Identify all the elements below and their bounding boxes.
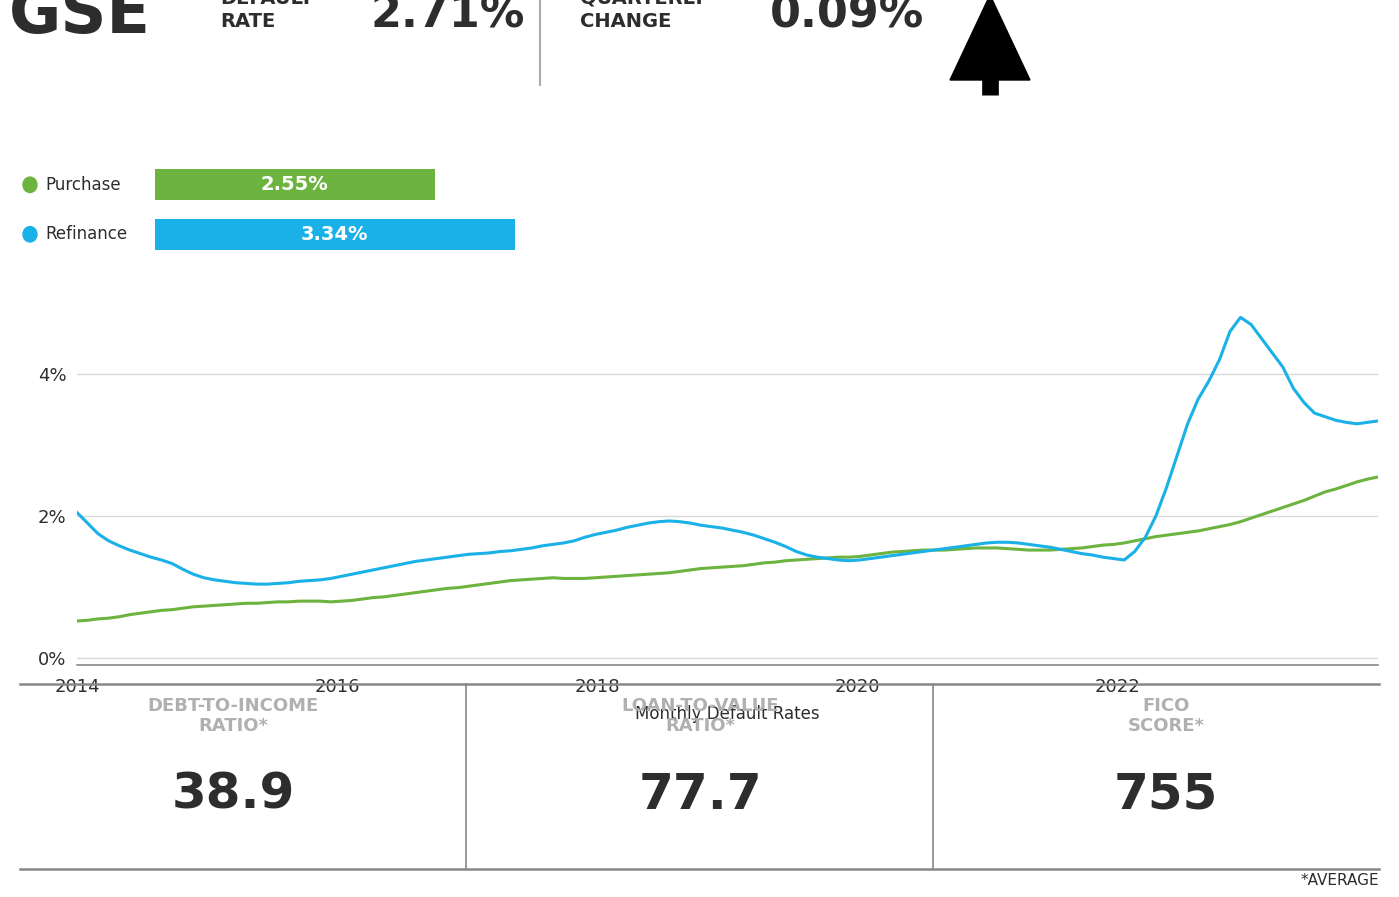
Circle shape [22, 177, 36, 193]
Text: GSE: GSE [8, 0, 151, 46]
Text: 38.9: 38.9 [171, 771, 295, 819]
Text: DEFAULT
RATE: DEFAULT RATE [220, 0, 313, 31]
Text: LOAN-TO-VALUE
RATIO*: LOAN-TO-VALUE RATIO* [621, 697, 779, 736]
Text: QUARTERLY
CHANGE: QUARTERLY CHANGE [581, 0, 706, 31]
Text: 0.09%: 0.09% [769, 0, 925, 37]
Text: Purchase: Purchase [45, 176, 120, 194]
Text: 77.7: 77.7 [638, 771, 762, 819]
Text: 3.34%: 3.34% [301, 225, 368, 244]
Text: FICO
SCORE*: FICO SCORE* [1128, 697, 1205, 736]
Text: DEBT-TO-INCOME
RATIO*: DEBT-TO-INCOME RATIO* [147, 697, 319, 736]
Text: 2.55%: 2.55% [262, 175, 329, 195]
Bar [155, 219, 515, 249]
Text: 755: 755 [1114, 771, 1219, 819]
X-axis label: Monthly Default Rates: Monthly Default Rates [635, 704, 820, 722]
Circle shape [22, 227, 36, 242]
Text: 2.71%: 2.71% [369, 0, 525, 37]
Bar [155, 170, 435, 200]
Text: Refinance: Refinance [45, 225, 127, 243]
Polygon shape [950, 0, 1030, 80]
Text: *AVERAGE: *AVERAGE [1301, 873, 1379, 888]
